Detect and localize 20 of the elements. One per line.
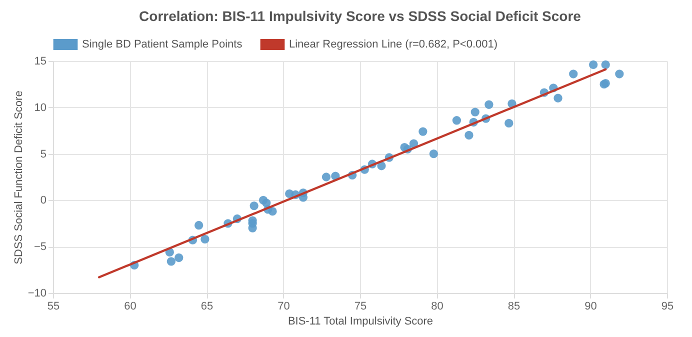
x-tick-label: 90: [584, 300, 597, 312]
y-axis-title: SDSS Social Function Deficit Score: [12, 90, 25, 264]
chart-title: Correlation: BIS-11 Impulsivity Score vs SDSS Social Deficit Score: [139, 8, 582, 24]
y-tick-label: 10: [34, 102, 46, 114]
x-tick-label: 95: [661, 300, 674, 312]
legend-label: Single BD Patient Sample Points: [82, 38, 243, 51]
y-tick-label: 15: [34, 56, 46, 68]
x-tick-label: 75: [354, 300, 367, 312]
x-axis-title: BIS-11 Total Impulsivity Score: [288, 316, 434, 328]
y-tick-label: −10: [28, 288, 46, 300]
y-tick-label: −5: [34, 241, 46, 254]
x-tick-label: 65: [200, 300, 214, 312]
y-tick-label: 0: [40, 194, 46, 207]
x-tick-label: 70: [278, 300, 290, 312]
y-tick-label: 5: [40, 148, 46, 160]
x-tick-label: 60: [124, 300, 136, 312]
x-tick-label: 80: [431, 300, 444, 312]
x-tick-label: 85: [508, 300, 520, 312]
x-tick-label: 55: [47, 300, 60, 312]
legend-label: Linear Regression Line (r=0.682, P<0.001): [289, 38, 498, 51]
